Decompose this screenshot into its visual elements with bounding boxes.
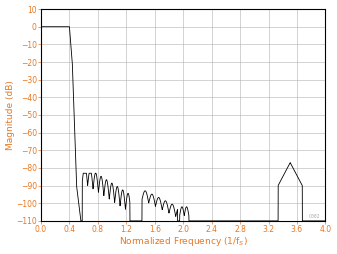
X-axis label: Normalized Frequency (1/f$_S$): Normalized Frequency (1/f$_S$) [119, 235, 248, 248]
Y-axis label: Magnitude (dB): Magnitude (dB) [5, 80, 14, 150]
Text: C002: C002 [308, 214, 320, 219]
